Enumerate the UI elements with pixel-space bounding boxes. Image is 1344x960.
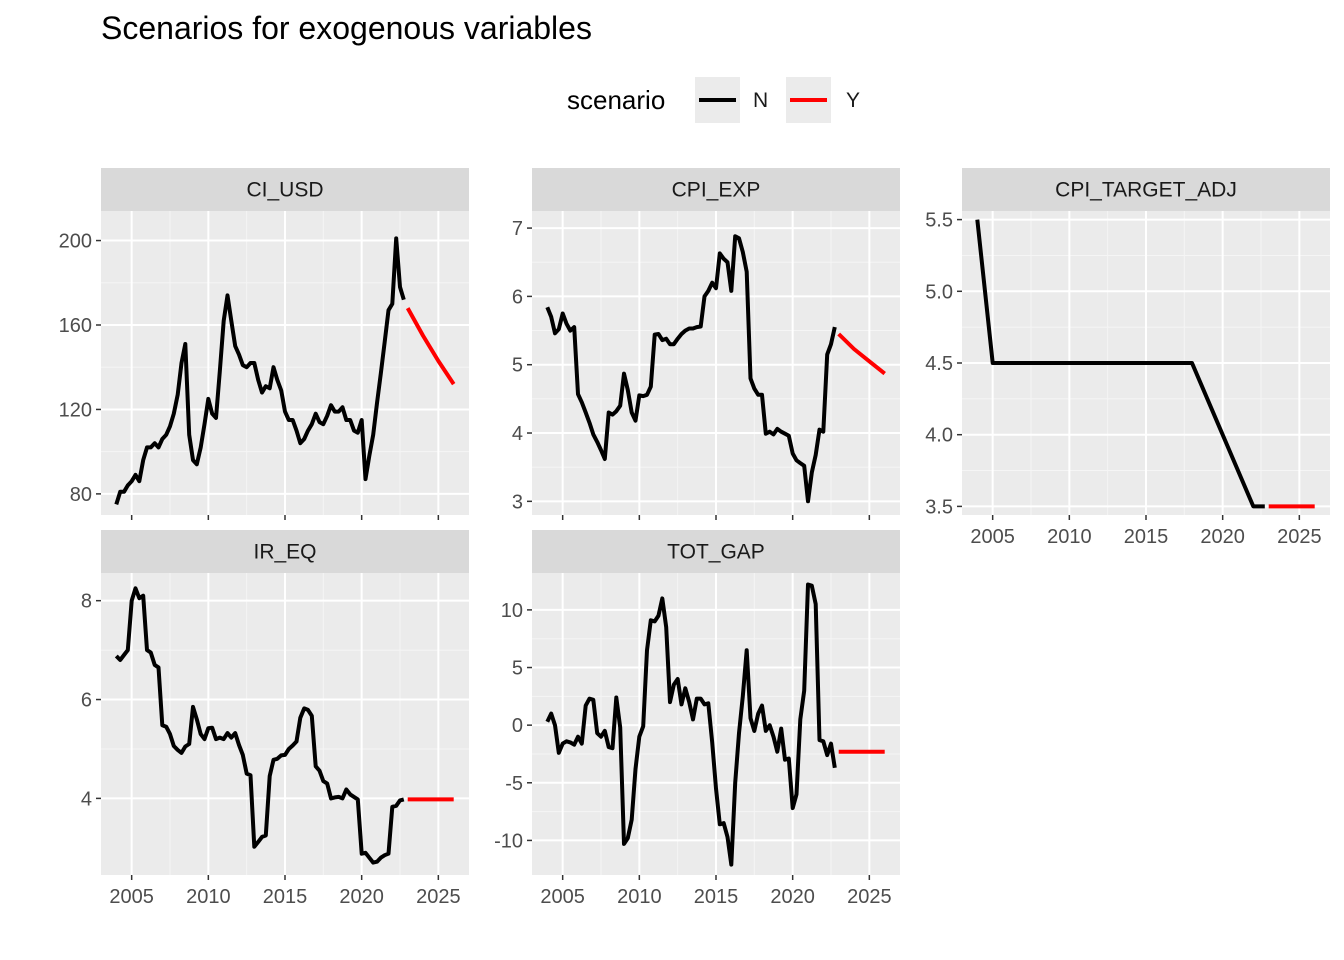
y-tick-label-cpi-exp: 4	[512, 423, 523, 445]
legend: scenario N Y	[567, 77, 860, 123]
series-line-n-cpi-target-adj	[975, 219, 1265, 509]
x-tick-label-ir-eq: 2025	[416, 886, 461, 908]
x-tick-label-tot-gap: 2005	[540, 886, 585, 908]
x-tick-label-tot-gap: 2015	[694, 886, 739, 908]
strip-ci-usd	[101, 168, 469, 211]
x-tick-label-tot-gap: 2010	[617, 886, 662, 908]
series-line-n-ir-eq	[114, 586, 405, 865]
y-tick-label-cpi-target-adj: 5.0	[925, 281, 953, 303]
series-line-y-cpi-exp	[837, 332, 886, 376]
series-line-n-cpi-exp	[545, 234, 837, 504]
strip-cpi-exp	[532, 168, 900, 211]
x-tick-label-ir-eq: 2010	[186, 886, 231, 908]
y-tick-label-cpi-target-adj: 3.5	[925, 496, 953, 518]
y-tick-label-cpi-exp: 6	[512, 286, 523, 308]
facet-cpi-target-adj: CPI_TARGET_ADJ 3.5 4.0 4.5 5.0 5.5 2005 2010 201…	[925, 168, 1330, 548]
strip-ir-eq	[101, 530, 469, 573]
legend-label-y: Y	[846, 89, 860, 112]
x-tick-label-tot-gap: 2020	[770, 886, 815, 908]
strip-label-ci-usd: CI_USD	[246, 179, 323, 202]
facet-ir-eq: IR_EQ 4 6 8 2005 2010 2015 2020 2025	[81, 530, 469, 908]
x-tick-label-cpi-target-adj: 2010	[1047, 526, 1092, 548]
y-tick-label-ci-usd: 160	[59, 315, 92, 337]
series-line-n-ci-usd	[114, 236, 406, 505]
y-tick-label-tot-gap: 0	[512, 715, 523, 737]
x-tick-label-cpi-target-adj: 2015	[1124, 526, 1169, 548]
series-line-y-ci-usd	[405, 307, 456, 386]
y-tick-label-cpi-target-adj: 4.5	[925, 353, 953, 375]
legend-title: scenario	[567, 85, 665, 115]
x-tick-label-tot-gap: 2025	[847, 886, 892, 908]
y-tick-label-tot-gap: 5	[512, 658, 523, 680]
strip-cpi-target-adj	[962, 168, 1330, 211]
x-tick-label-cpi-target-adj: 2005	[970, 526, 1015, 548]
y-tick-label-tot-gap: -10	[494, 830, 523, 852]
legend-label-n: N	[753, 89, 768, 112]
y-tick-label-cpi-exp: 5	[512, 355, 523, 377]
x-tick-label-ir-eq: 2015	[263, 886, 308, 908]
x-tick-label-cpi-target-adj: 2025	[1277, 526, 1322, 548]
strip-label-cpi-exp: CPI_EXP	[672, 179, 761, 202]
legend-item-y: Y	[786, 77, 860, 123]
facet-tot-gap: TOT_GAP -10 -5 0 5 10 2005 2010 2015 2020 2025	[494, 530, 900, 908]
facet-cpi-exp: CPI_EXP 3 4 5 6 7	[512, 168, 900, 520]
y-tick-label-cpi-target-adj: 5.5	[925, 210, 953, 232]
y-tick-label-cpi-exp: 7	[512, 218, 523, 240]
x-tick-label-ir-eq: 2020	[339, 886, 384, 908]
series-line-n-tot-gap	[545, 582, 837, 867]
strip-tot-gap	[532, 530, 900, 573]
chart-title: Scenarios for exogenous variables	[101, 10, 592, 46]
facet-panels: CI_USD80120160200CPI_EXP34567CPI_TARGET_…	[59, 168, 1330, 908]
facet-ci-usd: CI_USD 80 120 160 200	[59, 168, 469, 520]
y-tick-label-tot-gap: 10	[501, 600, 523, 622]
x-tick-label-cpi-target-adj: 2020	[1200, 526, 1245, 548]
x-tick-label-ir-eq: 2005	[109, 886, 154, 908]
y-tick-label-ir-eq: 6	[81, 690, 92, 712]
legend-item-n: N	[695, 77, 768, 123]
y-tick-label-ci-usd: 120	[59, 399, 92, 421]
strip-label-cpi-target-adj: CPI_TARGET_ADJ	[1055, 179, 1237, 202]
y-tick-label-cpi-target-adj: 4.0	[925, 425, 953, 447]
strip-label-tot-gap: TOT_GAP	[667, 541, 765, 564]
y-tick-label-ir-eq: 4	[81, 788, 92, 810]
y-tick-label-ci-usd: 200	[59, 231, 92, 253]
strip-label-ir-eq: IR_EQ	[253, 541, 316, 564]
y-tick-label-cpi-exp: 3	[512, 491, 523, 513]
y-tick-label-ir-eq: 8	[81, 591, 92, 613]
y-tick-label-tot-gap: -5	[505, 773, 523, 795]
y-tick-label-ci-usd: 80	[70, 484, 92, 506]
